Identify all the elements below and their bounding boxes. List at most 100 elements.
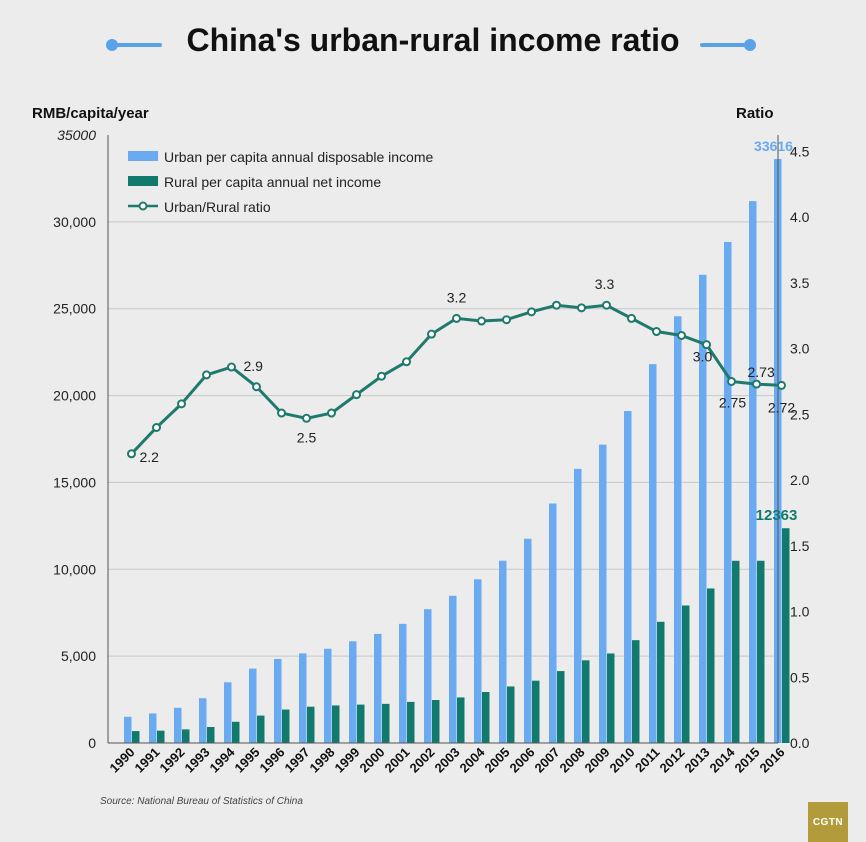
title-left-dot: [106, 39, 118, 51]
y-left-tick-label: 25,000: [53, 301, 96, 317]
rural-bar: [307, 706, 315, 743]
urban-bar: [749, 201, 757, 744]
axes-layer: [107, 135, 779, 744]
y-left-tick-label: 20,000: [53, 388, 96, 404]
data-label: 2.75: [719, 394, 746, 410]
legend-label: Urban per capita annual disposable incom…: [164, 149, 433, 165]
ratio-point: [177, 399, 186, 409]
y-right-tick-label: 4.0: [790, 209, 810, 225]
urban-bar: [149, 713, 157, 743]
rural-bar: [232, 721, 240, 743]
urban-bar: [199, 698, 207, 743]
ratio-point: [127, 449, 136, 459]
gridlines: [108, 221, 778, 657]
ratio-point: [452, 313, 461, 323]
urban-bar: [224, 682, 232, 743]
rural-bar: [457, 697, 465, 743]
y-left-tick-label: 30,000: [53, 214, 96, 230]
y-left-tick-label: 15,000: [53, 474, 96, 490]
rural-bar: [682, 605, 690, 743]
x-tick-label: 1995: [232, 745, 263, 776]
x-tick-label: 2003: [432, 745, 463, 776]
x-tick-label: 2010: [607, 745, 638, 776]
urban-bar: [549, 503, 557, 743]
ratio-point: [427, 329, 436, 339]
ratio-point: [752, 379, 761, 389]
x-tick-label: 1998: [307, 745, 338, 776]
y-left-tick-label: 35000: [57, 127, 96, 143]
title-row: China's urban-rural income ratio: [0, 18, 866, 72]
ratio-point: [277, 408, 286, 418]
rural-bar: [357, 704, 365, 743]
x-tick-label: 2004: [457, 744, 489, 776]
ratio-point: [552, 300, 561, 310]
x-tick-label: 1992: [157, 745, 188, 776]
y-right-tick-label: 0.5: [790, 669, 810, 685]
y-right-tick-label: 0.0: [790, 735, 810, 751]
x-tick-label: 1993: [182, 745, 213, 776]
rural-bar: [757, 560, 765, 743]
rural-bar: [332, 705, 340, 743]
urban-bar: [524, 538, 532, 743]
title-left-line: [112, 43, 162, 47]
rural-bar: [532, 680, 540, 743]
ratio-point: [152, 422, 161, 432]
rural-bar: [432, 699, 440, 743]
rural-bar: [407, 701, 415, 743]
data-label: 33616: [754, 138, 793, 154]
y-right-tick-label: 3.0: [790, 341, 810, 357]
y-right-tick-label: 4.5: [790, 143, 810, 159]
urban-bar: [449, 595, 457, 743]
urban-bar: [249, 668, 257, 743]
y-right-tick-label: 2.0: [790, 472, 810, 488]
urban-bar: [399, 623, 407, 743]
data-label: 2.5: [297, 429, 317, 445]
rural-bar: [182, 729, 190, 743]
x-tick-label: 2015: [732, 745, 763, 776]
ratio-point: [727, 376, 736, 386]
urban-bar: [124, 716, 132, 743]
ratio-line-layer: [127, 300, 786, 459]
y-left-tick-label: 5,000: [61, 648, 96, 664]
x-tick-label: 2014: [707, 744, 739, 776]
urban-bar: [649, 364, 657, 743]
source-note: Source: National Bureau of Statistics of…: [100, 796, 303, 807]
rural-bar: [257, 715, 265, 743]
data-label: 3.2: [447, 289, 467, 305]
ratio-point: [352, 390, 361, 400]
y-right-axis-title: Ratio: [736, 105, 774, 122]
ratio-point: [202, 370, 211, 380]
x-tick-label: 2006: [507, 745, 538, 776]
ratio-point: [502, 315, 511, 325]
x-tick-label: 2012: [657, 745, 688, 776]
x-tick-label: 1991: [132, 745, 163, 776]
x-tick-label: 2011: [632, 745, 663, 776]
x-tick-label: 2009: [582, 745, 613, 776]
title-right-dot: [744, 39, 756, 51]
ratio-point: [702, 340, 711, 350]
y-left-tick-label: 0: [88, 735, 96, 751]
x-tick-label: 2005: [482, 745, 513, 776]
rural-bar: [732, 560, 740, 743]
urban-bar: [324, 648, 332, 743]
urban-bar: [574, 468, 582, 743]
x-tick-label: 2001: [382, 745, 413, 776]
x-tick-label: 2008: [557, 745, 588, 776]
data-label: 12363: [756, 507, 798, 524]
data-label: 3.0: [693, 349, 713, 365]
rural-bar: [157, 730, 165, 743]
y-right-tick-label: 2.5: [790, 406, 810, 422]
x-tick-label: 2013: [682, 745, 713, 776]
rural-bar: [657, 621, 665, 743]
rural-bar: [782, 528, 790, 743]
y-right-tick-label: 1.0: [790, 604, 810, 620]
ratio-point: [327, 408, 336, 418]
chart-title: China's urban-rural income ratio: [186, 22, 680, 58]
ratio-point: [777, 380, 786, 390]
rural-bar: [282, 709, 290, 743]
urban-bar: [624, 411, 632, 743]
urban-bar: [424, 609, 432, 743]
urban-bar: [499, 560, 507, 743]
x-tick-label: 1996: [257, 745, 288, 776]
